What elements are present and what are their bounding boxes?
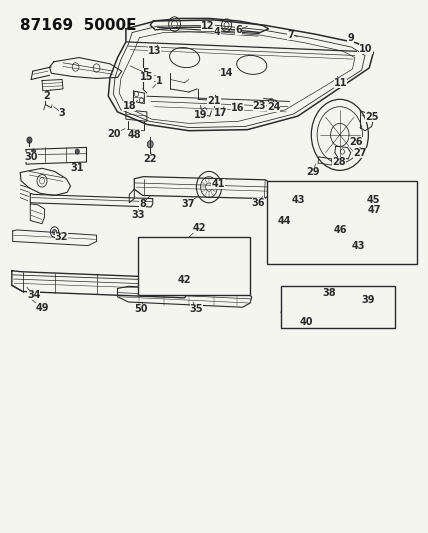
Text: 24: 24 — [267, 102, 280, 112]
Text: 23: 23 — [253, 101, 266, 111]
Text: 27: 27 — [353, 148, 367, 158]
Text: 35: 35 — [190, 304, 203, 314]
Text: 44: 44 — [278, 215, 291, 225]
Text: 26: 26 — [349, 137, 363, 147]
Circle shape — [32, 149, 36, 154]
Text: 38: 38 — [322, 288, 336, 297]
Text: 30: 30 — [24, 152, 38, 162]
Text: 14: 14 — [220, 68, 233, 78]
Text: 28: 28 — [332, 157, 346, 167]
Text: 29: 29 — [306, 167, 320, 177]
Text: 42: 42 — [178, 274, 191, 285]
Circle shape — [53, 229, 56, 235]
Text: 39: 39 — [362, 295, 375, 305]
Text: 87169  5000E: 87169 5000E — [20, 19, 137, 34]
Circle shape — [75, 149, 79, 154]
Text: 21: 21 — [207, 96, 221, 107]
Bar — [267, 181, 417, 264]
Text: 12: 12 — [202, 21, 215, 31]
Text: 48: 48 — [128, 130, 141, 140]
Text: 11: 11 — [334, 78, 348, 87]
Text: 43: 43 — [292, 195, 306, 205]
Text: 19: 19 — [194, 110, 207, 120]
Text: 16: 16 — [231, 103, 244, 112]
Text: 9: 9 — [348, 33, 354, 43]
Bar — [138, 237, 250, 295]
Text: 34: 34 — [27, 290, 40, 300]
Text: 17: 17 — [214, 108, 227, 118]
Text: 31: 31 — [71, 163, 84, 173]
Text: 40: 40 — [300, 317, 313, 327]
Circle shape — [27, 137, 32, 143]
Text: 49: 49 — [36, 303, 50, 313]
Text: 5: 5 — [143, 68, 149, 78]
Text: 33: 33 — [131, 211, 144, 220]
Bar — [281, 286, 395, 328]
Text: 4: 4 — [214, 28, 221, 37]
Text: 46: 46 — [334, 225, 348, 235]
Text: 13: 13 — [148, 46, 161, 56]
Text: 10: 10 — [359, 44, 373, 54]
Text: 2: 2 — [43, 91, 50, 101]
Text: 41: 41 — [211, 179, 225, 189]
Text: 15: 15 — [140, 72, 154, 83]
Text: 1: 1 — [156, 76, 163, 86]
Text: 6: 6 — [235, 26, 242, 35]
Circle shape — [147, 141, 153, 148]
Text: 47: 47 — [368, 205, 381, 215]
Text: 8: 8 — [139, 199, 146, 209]
Text: 43: 43 — [351, 240, 365, 251]
Text: 50: 50 — [134, 304, 148, 314]
Text: 18: 18 — [122, 101, 136, 111]
Text: 20: 20 — [107, 129, 121, 139]
Text: 32: 32 — [55, 232, 68, 243]
Text: 25: 25 — [365, 112, 378, 122]
Text: 3: 3 — [59, 108, 65, 118]
Text: 42: 42 — [192, 223, 205, 233]
Text: 22: 22 — [143, 154, 157, 164]
Text: 37: 37 — [181, 199, 195, 209]
Text: 36: 36 — [252, 198, 265, 208]
Text: 45: 45 — [367, 195, 380, 205]
Text: 7: 7 — [287, 29, 294, 39]
